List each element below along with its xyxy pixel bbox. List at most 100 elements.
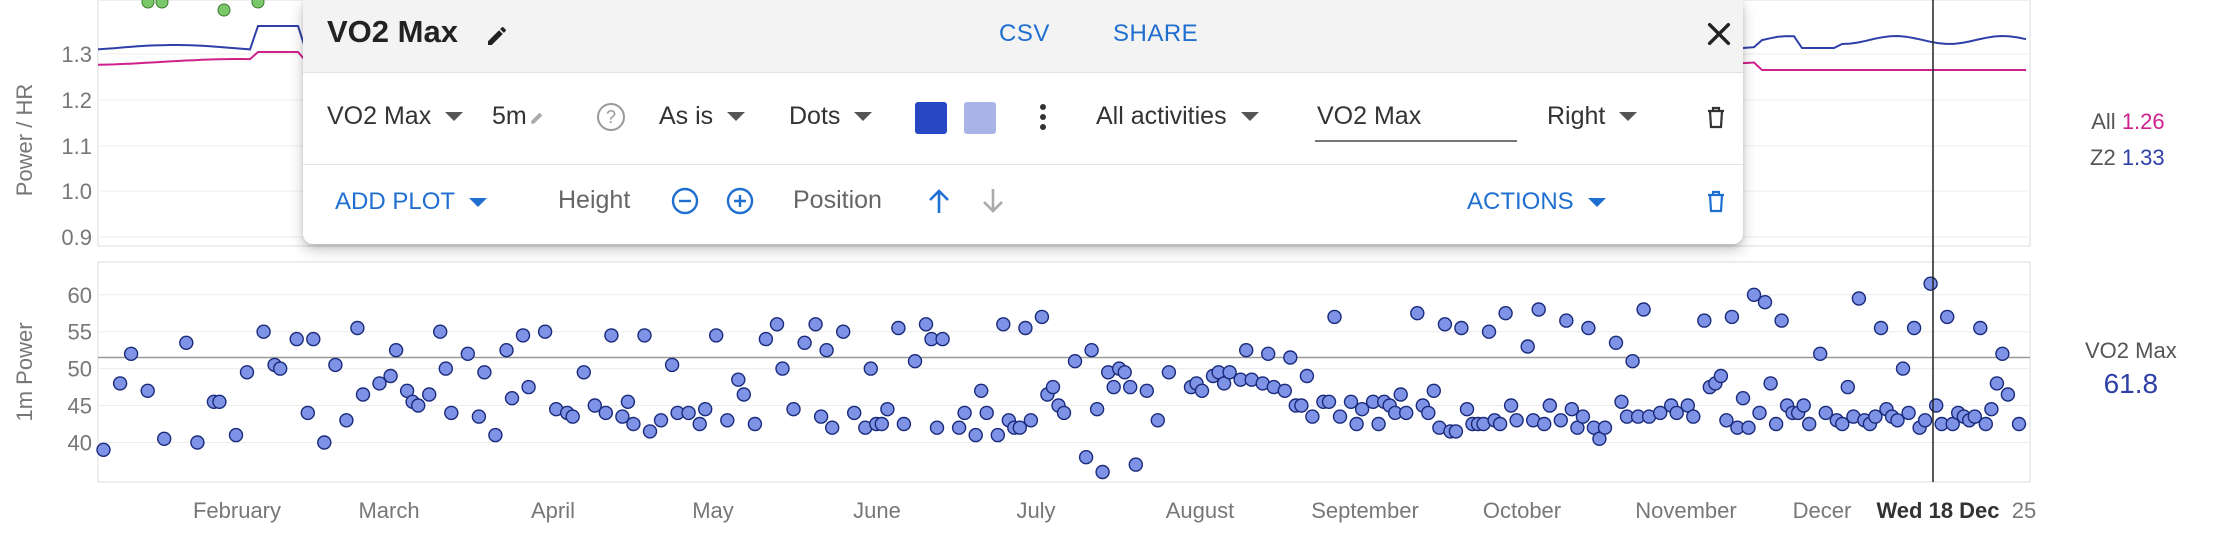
vo2max-point: [587, 398, 602, 413]
vo2max-point: [1923, 276, 1938, 291]
vo2max-point: [615, 409, 630, 424]
vo2max-point: [1305, 409, 1320, 424]
vo2max-point: [1818, 405, 1834, 421]
vo2max-point: [1575, 409, 1591, 424]
vo2max-point: [598, 405, 613, 421]
vo2max-point: [1559, 313, 1574, 328]
vo2max-point: [1299, 368, 1315, 384]
actions-button[interactable]: ACTIONS: [1467, 188, 1606, 216]
vo2max-point: [951, 420, 967, 435]
window-input[interactable]: 5m: [492, 102, 547, 131]
vo2max-point: [692, 416, 707, 432]
vo2max-point: [786, 402, 801, 417]
vo2max-point: [1128, 457, 1144, 472]
vo2max-point: [664, 357, 680, 373]
vo2max-point: [731, 372, 746, 387]
vo2max-point: [979, 405, 994, 421]
vo2max-point: [383, 368, 398, 384]
vo2max-point: [1222, 365, 1237, 380]
vo2max-point: [123, 346, 139, 361]
transform-select-value: As is: [659, 102, 714, 130]
chevron-down-icon: [854, 112, 873, 121]
delete-plot-icon[interactable]: [1701, 184, 1731, 218]
style-select[interactable]: Dots: [789, 102, 873, 131]
secondary-color-swatch[interactable]: [964, 102, 996, 134]
vo2max-legend: VO2 Max 61.8: [2085, 338, 2177, 400]
vo2max-point: [1890, 413, 1905, 428]
vo2max-point: [1343, 394, 1359, 409]
transform-select[interactable]: As is: [659, 102, 746, 131]
position-label: Position: [793, 186, 882, 214]
help-icon[interactable]: ?: [594, 100, 628, 134]
axis-select[interactable]: Right: [1547, 102, 1638, 131]
close-icon[interactable]: [1699, 14, 1739, 54]
vo2max-point: [1796, 398, 1811, 413]
add-plot-label: ADD PLOT: [335, 188, 456, 215]
vo2max-point: [813, 409, 829, 424]
vo2max-point: [758, 331, 774, 347]
vo2max-point: [1752, 405, 1767, 421]
vo2max-point: [747, 416, 763, 432]
vo2max-point: [1238, 343, 1254, 358]
delete-series-icon[interactable]: [1701, 100, 1731, 134]
vo2max-point: [388, 343, 404, 358]
vo2max-point: [891, 320, 906, 336]
vo2max-point: [720, 413, 735, 428]
x-tick: September: [1311, 498, 1419, 523]
move-up-icon[interactable]: [922, 184, 956, 218]
vo2max-point: [1774, 313, 1789, 328]
vo2max-point: [874, 416, 889, 432]
vo2max-point: [1840, 379, 1856, 395]
y-tick: 40: [68, 430, 92, 455]
y-tick: 55: [68, 320, 92, 345]
vo2max-point: [228, 427, 244, 443]
top-chart-y-label: Power / HR: [12, 84, 37, 196]
top-y-tick: 1.0: [61, 179, 92, 204]
vo2max-point: [300, 405, 315, 421]
legend-z2-value: 1.33: [2121, 145, 2165, 170]
vo2max-point: [1398, 405, 1414, 421]
vo2max-point: [797, 335, 812, 350]
plot-label-input[interactable]: [1315, 92, 1517, 142]
panel-title: VO2 Max: [327, 14, 458, 49]
height-decrease-icon[interactable]: [668, 184, 702, 218]
height-increase-icon[interactable]: [723, 184, 757, 218]
vo2max-point: [1939, 309, 1955, 325]
share-button[interactable]: SHARE: [1113, 20, 1199, 47]
bottom-chart-y-label: 1m Power: [12, 322, 37, 421]
vo2max-point: [907, 354, 923, 369]
vo2max-point: [1459, 402, 1475, 417]
plot-settings-panel: VO2 Max CSV SHARE VO2 Max 5m ? As is Dot…: [303, 0, 1743, 244]
vo2max-point: [626, 416, 641, 432]
vo2max-point: [1084, 343, 1099, 358]
csv-button[interactable]: CSV: [999, 20, 1050, 47]
more-vert-icon[interactable]: [1033, 100, 1053, 134]
vo2max-point: [1067, 354, 1083, 369]
plot-options-row: VO2 Max 5m ? As is Dots All activities R…: [303, 72, 1743, 165]
x-tick: Wed 18 Dec: [1876, 498, 1999, 523]
vo2max-point: [1161, 365, 1177, 380]
vo2max-point: [1757, 295, 1773, 310]
primary-color-swatch[interactable]: [915, 102, 947, 134]
style-select-value: Dots: [789, 102, 841, 130]
metric-select[interactable]: VO2 Max: [327, 102, 464, 131]
move-down-icon[interactable]: [976, 184, 1010, 218]
vo2max-point: [1089, 402, 1105, 417]
chevron-down-icon: [1587, 197, 1606, 207]
vo2max-point: [499, 343, 514, 358]
vo2max-point: [411, 398, 426, 413]
vo2max-chart: 60 55 50 45 40 1m Power: [12, 261, 2031, 483]
edit-title-icon[interactable]: [481, 20, 513, 52]
vo2max-point: [1763, 376, 1778, 391]
activities-select-value: All activities: [1096, 102, 1227, 130]
vo2max-point: [836, 324, 851, 339]
activities-select[interactable]: All activities: [1096, 102, 1259, 131]
vo2max-point: [1597, 420, 1613, 435]
add-plot-button[interactable]: ADD PLOT: [335, 188, 488, 216]
top-y-tick: 0.9: [61, 225, 92, 250]
vo2max-legend-label: VO2 Max: [2085, 338, 2177, 363]
y-tick: 50: [68, 357, 92, 382]
x-tick: July: [1016, 498, 1055, 523]
vo2max-point: [1581, 320, 1596, 336]
vo2max-point: [1851, 291, 1867, 306]
